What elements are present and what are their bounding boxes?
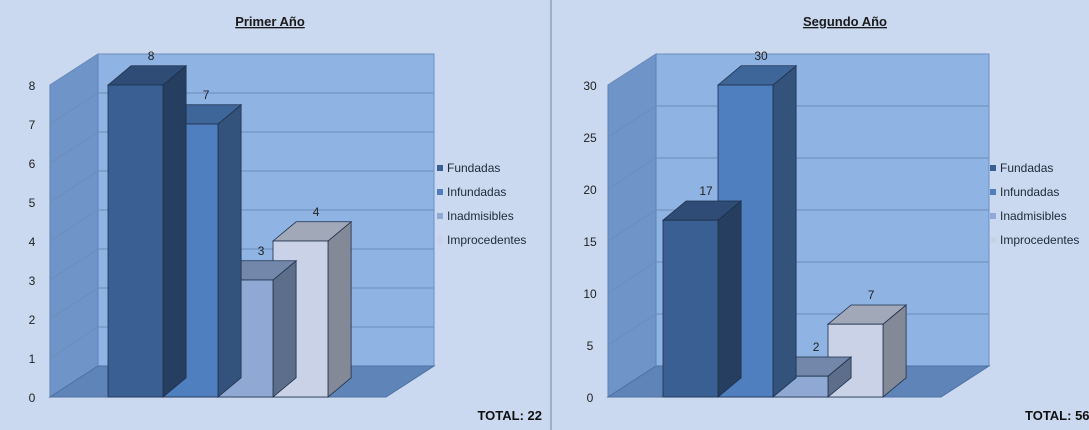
gridline [607, 157, 989, 190]
gridline [49, 209, 434, 242]
y-tick-label: 30 [583, 79, 597, 93]
gridline [607, 261, 989, 294]
y-tick-label: 8 [29, 79, 36, 93]
y-tick-label: 0 [587, 391, 594, 405]
legend-label: Fundadas [1000, 161, 1053, 175]
bar-side [272, 259, 297, 398]
legend-label: Inadmisibles [1000, 209, 1067, 223]
y-tick-label: 2 [29, 313, 36, 327]
data-label: 8 [148, 49, 155, 63]
bar-fundadas [106, 64, 188, 398]
gridline [607, 53, 989, 86]
y-tick-label: 25 [583, 131, 597, 145]
total-label: TOTAL: 56 [1025, 408, 1089, 423]
gridline [49, 53, 434, 86]
y-tick-label: 6 [29, 157, 36, 171]
y-tick-label: 1 [29, 352, 36, 366]
gridline [49, 92, 434, 125]
y-tick-label: 20 [583, 183, 597, 197]
chart-title: Segundo Año [803, 14, 887, 29]
gridline [49, 170, 434, 203]
data-label: 7 [203, 88, 210, 102]
data-label: 3 [258, 244, 265, 258]
legend-swatch [437, 237, 443, 243]
legend-label: Infundadas [1000, 185, 1059, 199]
y-tick-label: 10 [583, 287, 597, 301]
bar-side [327, 220, 352, 398]
bar-front [662, 219, 719, 398]
bar-fundadas [661, 200, 743, 398]
legend-swatch [437, 165, 443, 171]
legend-label: Inadmisibles [447, 209, 514, 223]
bar-side [162, 64, 187, 398]
bar-side [717, 200, 742, 398]
y-tick-label: 0 [29, 391, 36, 405]
data-label: 7 [868, 288, 875, 302]
bar-infundadas [716, 64, 798, 398]
y-tick-label: 5 [29, 196, 36, 210]
gridline [607, 105, 989, 138]
gridline [607, 209, 989, 242]
data-label: 30 [754, 49, 768, 63]
legend-swatch [990, 237, 996, 243]
bar-side [217, 103, 242, 398]
y-tick-label: 4 [29, 235, 36, 249]
legend-label: Improcedentes [1000, 233, 1079, 247]
y-tick-label: 15 [583, 235, 597, 249]
legend-label: Fundadas [447, 161, 500, 175]
chart-panel-segundo-ano: Segundo Año TOTAL: 56 0 5 10 15 20 25 30 7 2 30 17… [583, 14, 1089, 423]
legend-label: Infundadas [447, 185, 506, 199]
chart-title: Primer Año [235, 14, 305, 29]
legend-swatch [437, 213, 443, 219]
data-label: 4 [313, 205, 320, 219]
bar-front [107, 84, 164, 398]
y-tick-label: 7 [29, 118, 36, 132]
data-label: 17 [699, 184, 713, 198]
legend-swatch [990, 213, 996, 219]
legend-swatch [990, 165, 996, 171]
data-label: 2 [813, 340, 820, 354]
legend-swatch [990, 189, 996, 195]
chart-panel-primer-ano: Primer Año TOTAL: 22 0 1 2 3 4 5 6 7 8 4 3 7 8 Fundad… [29, 14, 542, 423]
legend-label: Improcedentes [447, 233, 526, 247]
total-label: TOTAL: 22 [477, 408, 542, 423]
gridline [49, 131, 434, 164]
y-tick-label: 3 [29, 274, 36, 288]
bar-side [772, 64, 797, 398]
legend-swatch [437, 189, 443, 195]
y-tick-label: 5 [587, 339, 594, 353]
